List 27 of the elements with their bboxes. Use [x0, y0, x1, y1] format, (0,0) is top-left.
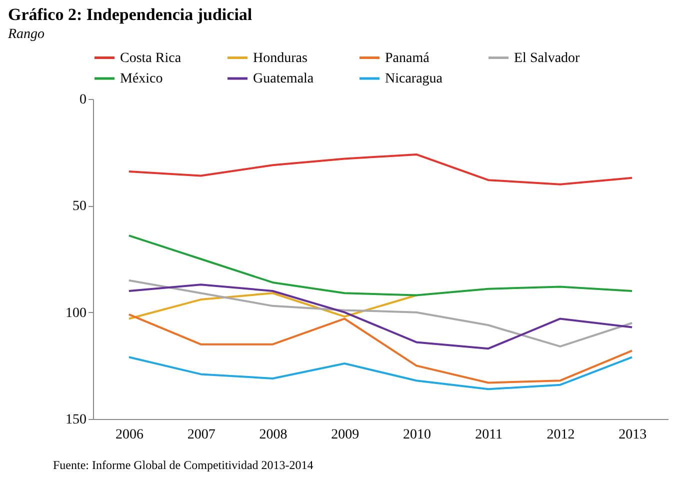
x-tick-label: 2007	[187, 428, 216, 442]
line-series	[128, 153, 634, 186]
source-note: Fuente: Informe Global de Competitividad 2013-2014	[53, 458, 314, 472]
x-tick-label: 2009	[331, 428, 360, 442]
x-tick-label: 2008	[259, 428, 288, 442]
y-tick-label: 50	[72, 199, 86, 214]
legend-label: Guatemala	[253, 72, 314, 86]
y-tick-label: 150	[66, 412, 86, 428]
line-series	[128, 292, 418, 320]
line-series	[128, 313, 634, 384]
legend-label: Costa Rica	[120, 50, 182, 66]
x-tick-label: 2010	[402, 428, 431, 442]
legend-label: Nicaragua	[385, 72, 444, 86]
line-series	[128, 356, 634, 390]
y-tick-label: 100	[66, 306, 86, 321]
y-tick-label: 0	[80, 92, 86, 108]
chart-title: Gráfico 2: Independencia judicial	[8, 5, 252, 24]
legend-label: México	[120, 72, 163, 86]
line-series	[128, 234, 634, 296]
chart-subtitle: Rango	[7, 27, 45, 42]
legend-label: Honduras	[253, 50, 308, 66]
legend-label: El Salvador	[514, 50, 580, 66]
x-tick-label: 2011	[475, 428, 503, 442]
x-tick-label: 2006	[115, 428, 144, 442]
legend-label: Panamá	[385, 50, 430, 66]
x-tick-label: 2012	[546, 428, 575, 442]
x-tick-label: 2013	[618, 428, 647, 442]
